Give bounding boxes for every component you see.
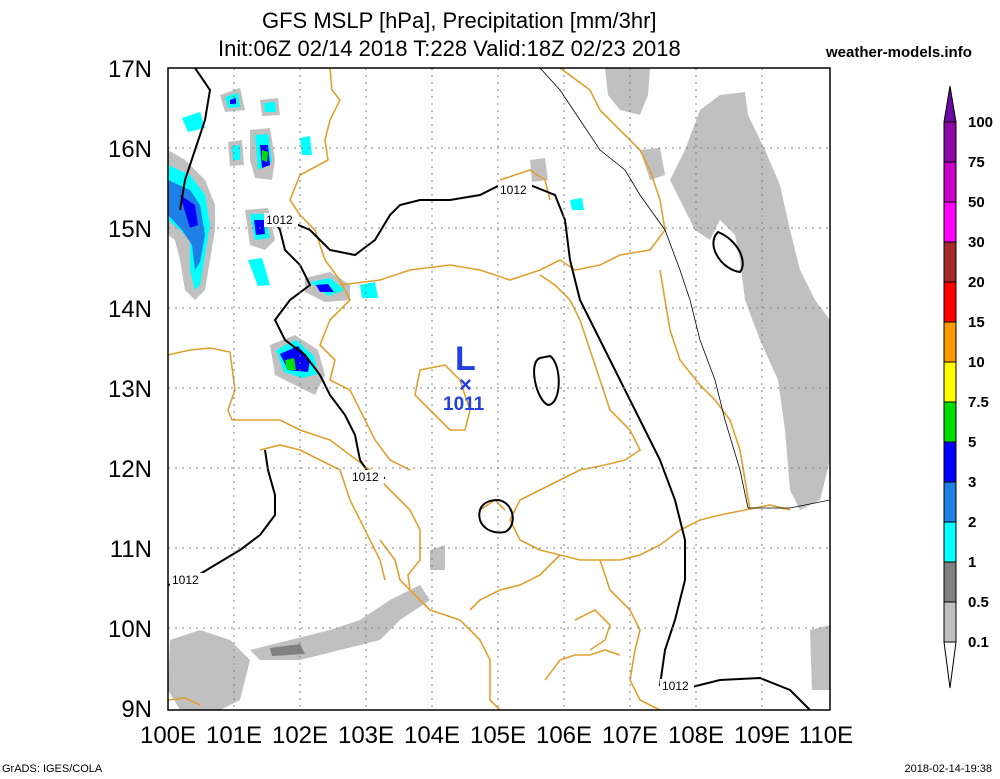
lon-label: 101E: [206, 722, 262, 749]
low-pressure-center: L × 1011: [443, 340, 485, 415]
colorbar-label: 1: [968, 554, 976, 571]
lat-label: 16N: [108, 136, 152, 163]
footer-credit: GrADS: IGES/COLA: [2, 763, 103, 775]
lon-axis: 100E 101E 102E 103E 104E 105E 106E 107E …: [140, 722, 853, 749]
isobar-label: 1012: [662, 679, 689, 693]
lon-label: 108E: [668, 722, 724, 749]
colorbar-label: 0.5: [968, 594, 989, 611]
lon-label: 106E: [536, 722, 592, 749]
grid-lines: [168, 68, 830, 710]
colorbar-label: 15: [968, 314, 985, 331]
low-symbol: L: [455, 340, 476, 378]
colorbar-label: 2: [968, 514, 976, 531]
precip-light-areas: [168, 68, 830, 710]
title-line1: GFS MSLP [hPa], Precipitation [mm/3hr]: [262, 8, 657, 33]
lon-label: 104E: [404, 722, 460, 749]
colorbar-label: 100: [968, 114, 993, 131]
lon-label: 103E: [338, 722, 394, 749]
colorbar-label: 5: [968, 434, 976, 451]
lat-label: 14N: [108, 296, 152, 323]
lat-label: 11N: [110, 536, 152, 563]
coastlines-borders: [168, 68, 791, 710]
lat-label: 13N: [108, 376, 152, 403]
lat-label: 17N: [108, 56, 152, 83]
site-label: weather-models.info: [826, 44, 972, 61]
lon-label: 109E: [734, 722, 790, 749]
low-value: 1011: [443, 394, 485, 415]
precip-heavy-cells: [168, 88, 584, 395]
lat-axis: 17N 16N 15N 14N 13N 12N 11N 10N 9N: [108, 56, 152, 723]
colorbar-label: 10: [968, 354, 985, 371]
colorbar-label: 50: [968, 194, 985, 211]
colorbar-top-arrow: [943, 85, 957, 123]
low-marker: ×: [459, 372, 472, 397]
title-line2: Init:06Z 02/14 2018 T:228 Valid:18Z 02/2…: [218, 36, 681, 61]
colorbar: 100 75 50 30 20 15 10 7.5 5 3 2 1 0.5 0.…: [943, 85, 993, 689]
isobar-label: 1012: [500, 183, 527, 197]
lat-label: 9N: [121, 696, 152, 723]
colorbar-label: 30: [968, 234, 985, 251]
colorbar-label: 0.1: [968, 634, 989, 651]
footer-timestamp: 2018-02-14-19:38: [904, 763, 992, 775]
lon-label: 110E: [799, 722, 853, 749]
colorbar-label: 7.5: [968, 394, 989, 411]
map-layers: [168, 68, 830, 710]
colorbar-label: 75: [968, 154, 985, 171]
isobar-label-group: 1012 1012 1012 1012 1012: [170, 183, 694, 693]
colorbar-bottom-arrow: [943, 641, 957, 689]
thin-boundary-line: [539, 68, 830, 509]
lon-label: 105E: [470, 722, 526, 749]
lat-label: 15N: [108, 216, 152, 243]
lon-label: 107E: [602, 722, 658, 749]
colorbar-label: 20: [968, 274, 985, 291]
isobar-label: 1012: [266, 213, 293, 227]
colorbar-label: 3: [968, 474, 976, 491]
isobar-label: 1012: [172, 573, 199, 587]
lat-label: 10N: [108, 616, 152, 643]
lon-label: 102E: [272, 722, 328, 749]
lon-label: 100E: [140, 722, 196, 749]
lat-label: 12N: [108, 456, 152, 483]
map-frame: [167, 67, 831, 711]
isobar-label: 1012: [352, 470, 379, 484]
precip-medium-area: [270, 644, 305, 656]
